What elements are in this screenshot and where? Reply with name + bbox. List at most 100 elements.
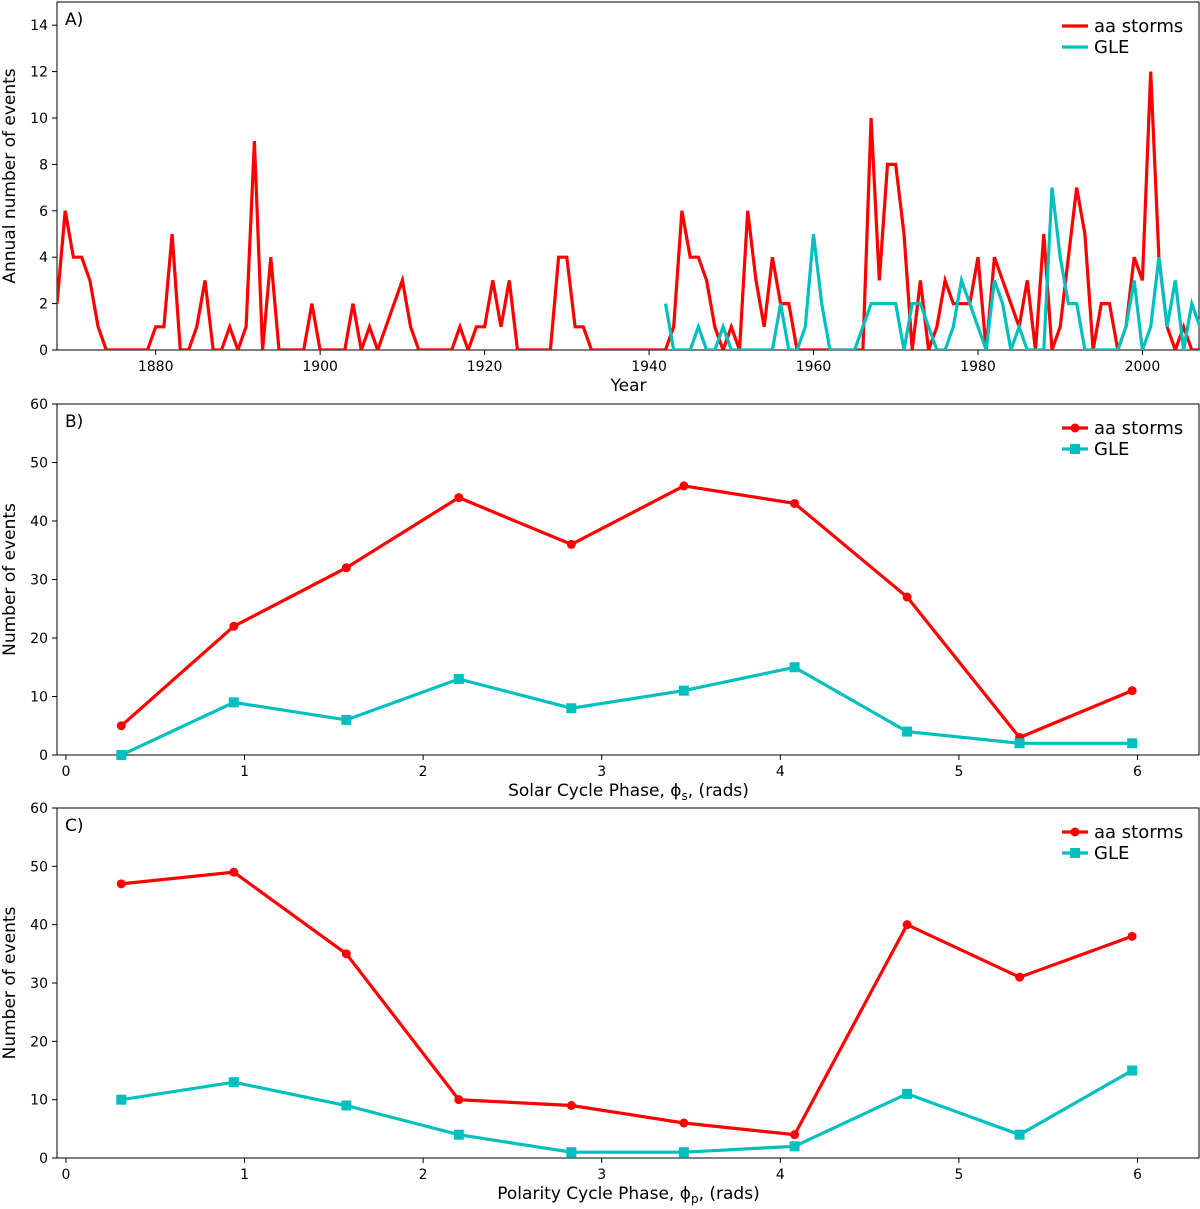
- data-point-aa: [116, 721, 126, 731]
- data-point-gle: [678, 685, 689, 696]
- data-point-aa: [679, 1118, 689, 1128]
- data-point-aa: [1127, 931, 1137, 941]
- y-tick-label: 30: [30, 573, 48, 589]
- x-tick-label: 2: [419, 1167, 428, 1183]
- x-tick-label: 3: [597, 764, 606, 780]
- data-point-gle: [678, 1147, 689, 1158]
- y-tick-label: 30: [30, 976, 48, 992]
- series-line-aa: [121, 870, 1133, 1137]
- data-point-gle: [453, 1129, 464, 1140]
- x-tick-label: 4: [776, 764, 785, 780]
- legend-label-aa: aa storms: [1094, 418, 1183, 439]
- data-point-aa: [229, 867, 239, 877]
- data-point-gle: [1014, 738, 1025, 749]
- data-point-aa: [566, 1101, 576, 1110]
- data-point-gle: [453, 673, 464, 684]
- series-line-aa: [57, 71, 1200, 350]
- legend-label-aa: aa storms: [1094, 822, 1183, 843]
- y-tick-label: 12: [30, 65, 48, 81]
- legend-entry-aa: aa storms: [1062, 822, 1183, 843]
- data-point-aa: [454, 1095, 464, 1105]
- x-tick-label: 1980: [960, 359, 996, 375]
- x-axis-label: Year: [610, 376, 647, 396]
- series-line-gle: [121, 1069, 1133, 1154]
- legend-marker-gle: [1070, 444, 1080, 454]
- data-point-gle: [1014, 1129, 1025, 1140]
- data-point-gle: [116, 1094, 127, 1105]
- data-point-aa: [1015, 972, 1025, 982]
- x-tick-label: 1960: [796, 359, 832, 375]
- y-tick-label: 10: [30, 690, 48, 706]
- y-axis-label: Number of events: [0, 906, 20, 1059]
- data-point-gle: [1127, 1065, 1138, 1076]
- y-tick-label: 0: [39, 1151, 48, 1167]
- y-axis-label: Annual number of events: [0, 68, 20, 283]
- data-point-gle: [902, 1088, 913, 1099]
- x-tick-label: 1920: [467, 359, 503, 375]
- data-point-aa: [790, 498, 800, 508]
- data-point-gle: [341, 714, 352, 725]
- chart-panel-1: 1880 1900 1920 1940 1960 1980 2000 0 2 4 6 8 10 12 14 Y…: [0, 1, 1200, 396]
- data-point-aa: [790, 1130, 800, 1140]
- data-point-gle: [789, 1141, 800, 1152]
- data-point-aa: [1127, 686, 1137, 696]
- x-tick-label: 1: [240, 764, 249, 780]
- data-point-gle: [1127, 738, 1138, 749]
- y-tick-label: 2: [39, 297, 48, 313]
- data-point-gle: [228, 697, 239, 708]
- data-point-aa: [454, 493, 464, 503]
- x-tick-label: 6: [1133, 764, 1142, 780]
- y-tick-label: 10: [30, 1093, 48, 1109]
- data-point-gle: [228, 1077, 239, 1088]
- data-point-aa: [679, 481, 689, 491]
- x-tick-label: 2: [419, 764, 428, 780]
- legend-entry-aa: aa storms: [1062, 418, 1183, 439]
- data-point-gle: [902, 726, 913, 737]
- x-tick-label: 0: [61, 764, 70, 780]
- x-tick-label: 3: [597, 1167, 606, 1183]
- y-tick-label: 60: [30, 397, 48, 413]
- panel-label: B): [65, 412, 83, 432]
- data-point-gle: [341, 1100, 352, 1111]
- legend-label-aa: aa storms: [1094, 16, 1183, 37]
- x-tick-label: 5: [954, 1167, 963, 1183]
- panel-label: C): [65, 816, 84, 836]
- y-tick-label: 0: [39, 343, 48, 359]
- y-tick-label: 50: [30, 859, 48, 875]
- y-tick-label: 10: [30, 111, 48, 127]
- legend-entry-aa: aa storms: [1062, 16, 1183, 37]
- data-point-aa: [902, 592, 912, 602]
- y-tick-label: 14: [30, 18, 48, 34]
- y-tick-label: 4: [39, 250, 48, 266]
- x-tick-label: 6: [1133, 1167, 1142, 1183]
- data-point-gle: [116, 750, 127, 760]
- legend-entry-gle: GLE: [1062, 439, 1129, 460]
- data-point-aa: [902, 920, 912, 930]
- legend-entry-gle: GLE: [1062, 37, 1129, 58]
- data-point-aa: [566, 539, 576, 549]
- x-tick-label: 4: [776, 1167, 785, 1183]
- series-line-gle: [663, 187, 1200, 350]
- y-tick-label: 40: [30, 918, 48, 934]
- legend-marker-aa: [1070, 827, 1080, 837]
- data-point-gle: [566, 1147, 577, 1158]
- data-point-gle: [789, 662, 800, 673]
- legend-label-gle: GLE: [1094, 439, 1129, 460]
- y-tick-label: 40: [30, 514, 48, 530]
- x-tick-label: 1940: [631, 359, 667, 375]
- y-tick-label: 60: [30, 801, 48, 817]
- legend-entry-gle: GLE: [1062, 843, 1129, 864]
- series-line-aa: [120, 484, 1133, 740]
- y-tick-label: 8: [39, 157, 48, 173]
- plot-frame: [56, 403, 1200, 756]
- legend-label-gle: GLE: [1094, 37, 1129, 58]
- x-tick-label: 0: [61, 1167, 70, 1183]
- y-tick-label: 20: [30, 631, 48, 647]
- data-point-aa: [116, 879, 126, 889]
- legend-marker-aa: [1070, 423, 1080, 433]
- data-point-aa: [341, 563, 351, 573]
- x-axis-label: Solar Cycle Phase, ϕs, (rads): [508, 781, 749, 803]
